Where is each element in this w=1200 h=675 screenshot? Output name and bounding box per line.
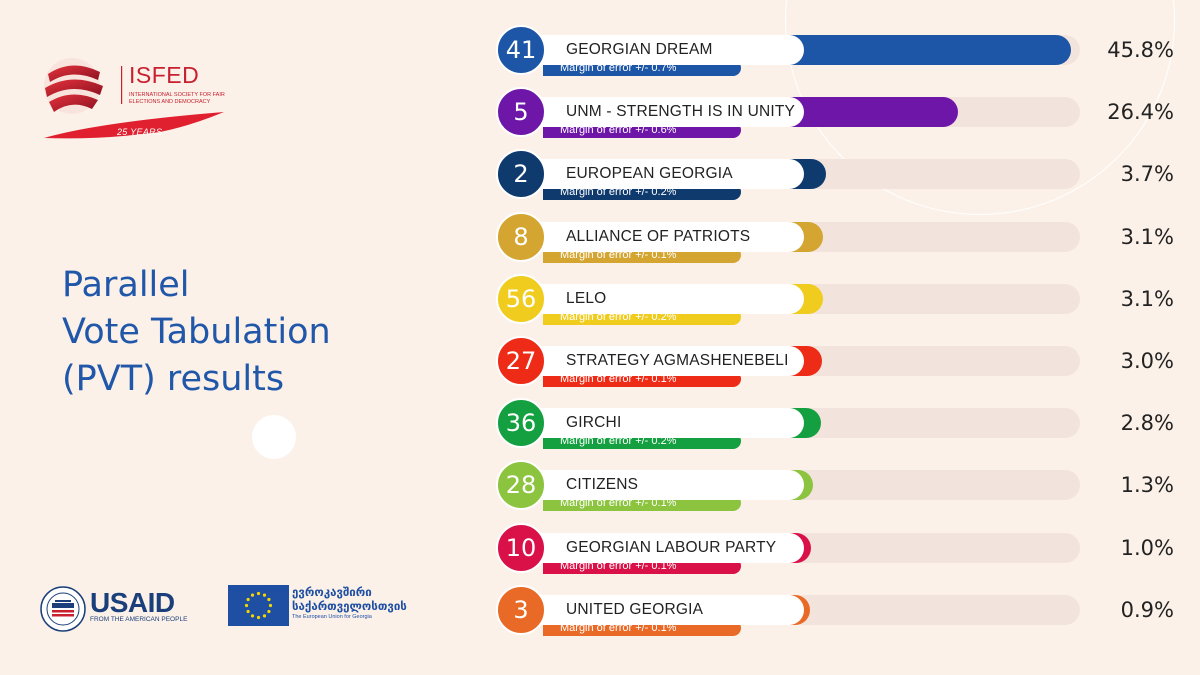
bar-track: [790, 408, 1080, 439]
party-number-badge: 10: [496, 522, 546, 573]
eu-text-english: The European Union for Georgia: [292, 614, 372, 620]
bar-track: [790, 594, 1080, 625]
chart-row: Margin of error +/- 0.2% GIRCHI 36 2.8%: [0, 398, 1200, 468]
party-name-label: STRATEGY AGMASHENEBELI: [520, 346, 804, 376]
party-number-badge: 28: [496, 460, 546, 511]
eu-text-georgian-line-2: საქართველოსთვის: [292, 599, 407, 613]
party-name-label: EUROPEAN GEORGIA: [520, 159, 804, 190]
isfed-wordmark: ISFED: [129, 62, 200, 88]
value-label: 1.3%: [1120, 473, 1174, 498]
title-line-3: (PVT) results: [62, 359, 285, 399]
party-number-badge: 3: [496, 584, 546, 635]
eu-text-georgian: ევროკავშირი საქართველოსთვის: [292, 585, 412, 613]
bar-track: [790, 532, 1080, 563]
isfed-logo: [44, 58, 224, 139]
value-label: 3.1%: [1120, 286, 1174, 311]
chart-row: Margin of error +/- 0.6% UNM - STRENGTH I…: [0, 87, 1200, 157]
decorative-dot: [252, 415, 296, 459]
party-number-badge: 8: [496, 211, 546, 262]
usaid-seal-icon: [40, 586, 86, 632]
page-title: Parallel Vote Tabulation (PVT) results: [62, 262, 442, 403]
usaid-wordmark: USAID: [90, 587, 175, 618]
eu-flag-icon: [228, 585, 289, 626]
value-label: 3.0%: [1120, 349, 1174, 373]
bar-track: [790, 283, 1080, 314]
usaid-tagline: FROM THE AMERICAN PEOPLE: [90, 616, 188, 623]
value-label: 2.8%: [1120, 411, 1174, 436]
party-name-label: CITIZENS: [520, 470, 804, 501]
value-label: 45.8%: [1107, 38, 1174, 62]
chart-row: Margin of error +/- 0.2% LELO 56 3.1%: [0, 273, 1200, 344]
party-name-label: UNM - STRENGTH IS IN UNITY: [520, 97, 804, 128]
chart-row: Margin of error +/- 0.1% STRATEGY AGMASHE…: [0, 336, 1200, 406]
party-number-badge: 2: [496, 149, 546, 200]
party-name-label: UNITED GEORGIA: [520, 594, 804, 625]
party-number-badge: 5: [496, 87, 546, 138]
chart-row: Margin of error +/- 0.1% UNITED GEORGIA 3 0…: [0, 584, 1200, 655]
bar-track: [790, 159, 1080, 190]
value-label: 0.9%: [1120, 597, 1174, 622]
party-name-label: GEORGIAN DREAM: [520, 35, 804, 65]
chart-row: Margin of error +/- 0.7% GEORGIAN DREAM 41…: [0, 25, 1200, 95]
party-name-label: ALLIANCE OF PATRIOTS: [520, 221, 804, 252]
title-line-2: Vote Tabulation: [62, 312, 331, 352]
isfed-subtitle: INTERNATIONAL SOCIETY FOR FAIR ELECTIONS…: [129, 92, 225, 105]
value-label: 3.7%: [1120, 162, 1174, 187]
value-label: 3.1%: [1120, 224, 1174, 249]
bar-track: [790, 346, 1080, 376]
party-name-label: GEORGIAN LABOUR PARTY: [520, 532, 804, 563]
title-line-1: Parallel: [62, 265, 190, 305]
bar-track: [790, 470, 1080, 501]
party-number-badge: 27: [496, 336, 546, 386]
party-number-badge: 41: [496, 25, 546, 75]
party-number-badge: 36: [496, 398, 546, 449]
party-name-label: LELO: [520, 283, 804, 314]
chart-row: Margin of error +/- 0.1% ALLIANCE OF PATR…: [0, 211, 1200, 282]
value-label: 26.4%: [1107, 100, 1174, 125]
chart-row: Margin of error +/- 0.2% EUROPEAN GEORGIA…: [0, 149, 1200, 219]
party-name-label: GIRCHI: [520, 408, 804, 439]
value-label: 1.0%: [1120, 535, 1174, 560]
isfed-years-badge: 25 YEARS: [117, 127, 163, 137]
party-number-badge: 56: [496, 273, 546, 324]
bar: [790, 35, 1071, 65]
bar: [790, 97, 959, 128]
chart-row: Margin of error +/- 0.1% CITIZENS 28 1.3%: [0, 460, 1200, 530]
eu-text-georgian-line-1: ევროკავშირი: [292, 585, 372, 599]
bar-track: [790, 221, 1080, 252]
chart-row: Margin of error +/- 0.1% GEORGIAN LABOUR …: [0, 522, 1200, 593]
